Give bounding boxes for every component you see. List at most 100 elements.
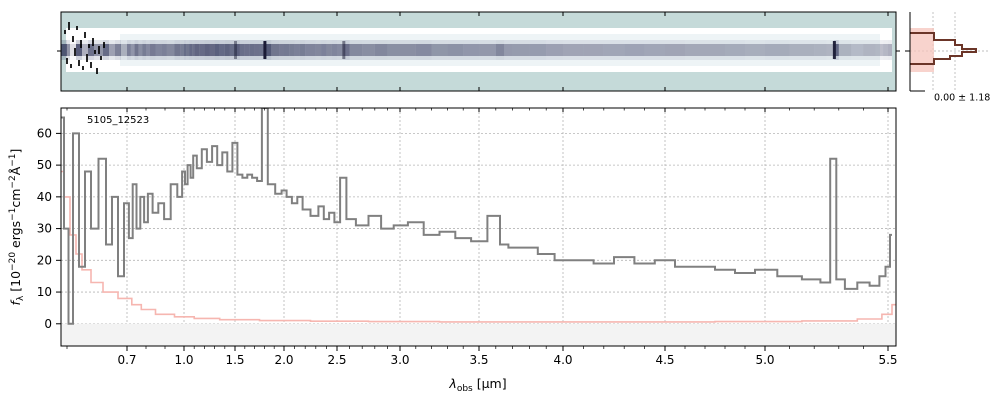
trace-core-segment (142, 44, 146, 56)
trace-core-segment (184, 44, 187, 56)
trace-halo-segment (685, 40, 705, 60)
trace-core-segment (529, 44, 547, 56)
trace-halo-segment (665, 40, 685, 60)
trace-halo-segment (259, 40, 265, 60)
trace-halo-segment (239, 40, 245, 60)
trace-core-segment (284, 44, 290, 56)
trace-core-segment (644, 44, 665, 56)
noise-pixel (66, 58, 68, 64)
trace-halo-segment (387, 40, 400, 60)
profile-line (910, 32, 977, 65)
trace-halo-segment (149, 40, 156, 60)
y-tick-label: 20 (37, 253, 52, 267)
trace-halo-segment (219, 40, 225, 60)
trace-halo-segment (70, 40, 76, 60)
noise-pixel (88, 44, 90, 48)
trace-core-segment (109, 44, 115, 56)
trace-halo-segment (186, 40, 190, 60)
trace-halo-segment (115, 40, 121, 60)
noise-pixel (98, 46, 100, 54)
plot-area (61, 108, 896, 346)
noise-pixel (100, 56, 102, 60)
trace-halo-segment (331, 40, 337, 60)
x-tick-label: 2.0 (274, 353, 293, 367)
trace-halo-segment (789, 40, 815, 60)
trace-halo-segment (463, 40, 479, 60)
profile-label: 0.00 ± 1.18 (934, 92, 990, 103)
trace-core-segment (374, 44, 388, 56)
noise-pixel (96, 68, 98, 74)
trace-halo-segment (214, 40, 220, 60)
trace-halo-segment (400, 40, 416, 60)
trace-core-segment (192, 44, 195, 56)
trace-core-segment (745, 44, 765, 56)
noise-pixel (92, 38, 94, 46)
noise-pixel (70, 64, 72, 68)
x-tick-label: 4.0 (553, 353, 572, 367)
trace-core-segment (833, 44, 839, 56)
trace-halo-segment (321, 40, 327, 60)
trace-core-segment (219, 44, 225, 56)
trace-core-segment (235, 44, 240, 56)
y-tick-label: 50 (37, 158, 52, 172)
x-tick-label: 4.5 (655, 353, 674, 367)
trace-core-segment (189, 44, 193, 56)
trace-halo-segment (166, 40, 175, 60)
trace-halo-segment (863, 40, 876, 60)
trace-halo-segment (362, 40, 375, 60)
profile-fill (910, 28, 934, 72)
axis-ticks (56, 108, 889, 351)
trace-halo-segment (447, 40, 464, 60)
trace-halo-segment (725, 40, 745, 60)
trace-core-segment (826, 44, 834, 56)
trace-halo-segment (192, 40, 195, 60)
trace-halo-segment (184, 40, 187, 60)
trace-core-segment (305, 44, 316, 56)
spectrum-2d-panel (57, 11, 900, 92)
trace-halo-segment (209, 40, 215, 60)
trace-core-segment (495, 44, 505, 56)
trace-halo-segment (305, 40, 316, 60)
spectrum-1d-panel: 0.7 1.0 1.5 2.0 2.5 3.0 3.5 4.0 4.5 5.0 5.5 0 10 20 3… (8, 107, 898, 394)
trace-halo-segment (67, 40, 70, 60)
trace-halo-segment (343, 40, 350, 60)
trace-halo-segment (204, 40, 210, 60)
trace-core-segment (146, 44, 150, 56)
trace-halo-segment (299, 40, 306, 60)
trace-core-segment (61, 44, 67, 56)
trace-core-segment (180, 44, 184, 56)
trace-core-segment (431, 44, 448, 56)
x-tick-label: 5.5 (878, 353, 897, 367)
trace-core-segment (289, 44, 295, 56)
zero-band (61, 323, 896, 346)
spectrum-2d-trace (61, 40, 892, 60)
trace-core-segment (875, 44, 884, 56)
trace-core-segment (209, 44, 215, 56)
object-id-label: 5105_12523 (87, 115, 149, 126)
trace-halo-segment (814, 40, 827, 60)
noise-pixel (68, 22, 70, 30)
trace-halo-segment (826, 40, 834, 60)
trace-core-segment (294, 44, 300, 56)
trace-halo-segment (142, 40, 146, 60)
trace-halo-segment (529, 40, 547, 60)
noise-pixel (76, 26, 78, 30)
trace-core-segment (174, 44, 181, 56)
trace-halo-segment (583, 40, 604, 60)
trace-core-segment (244, 44, 250, 56)
trace-halo-segment (563, 40, 584, 60)
x-tick-label: 1.5 (225, 353, 244, 367)
noise-pixel (94, 50, 96, 54)
trace-halo-segment (82, 40, 88, 60)
trace-core-segment (224, 44, 230, 56)
trace-core-segment (789, 44, 815, 56)
trace-core-segment (665, 44, 685, 56)
trace-halo-segment (88, 40, 94, 60)
x-tick-label: 1.0 (174, 353, 193, 367)
trace-core-segment (82, 44, 88, 56)
trace-halo-segment (180, 40, 184, 60)
trace-core-segment (400, 44, 416, 56)
trace-halo-segment (229, 40, 235, 60)
trace-core-segment (249, 44, 255, 56)
y-tick-label: 10 (37, 285, 52, 299)
